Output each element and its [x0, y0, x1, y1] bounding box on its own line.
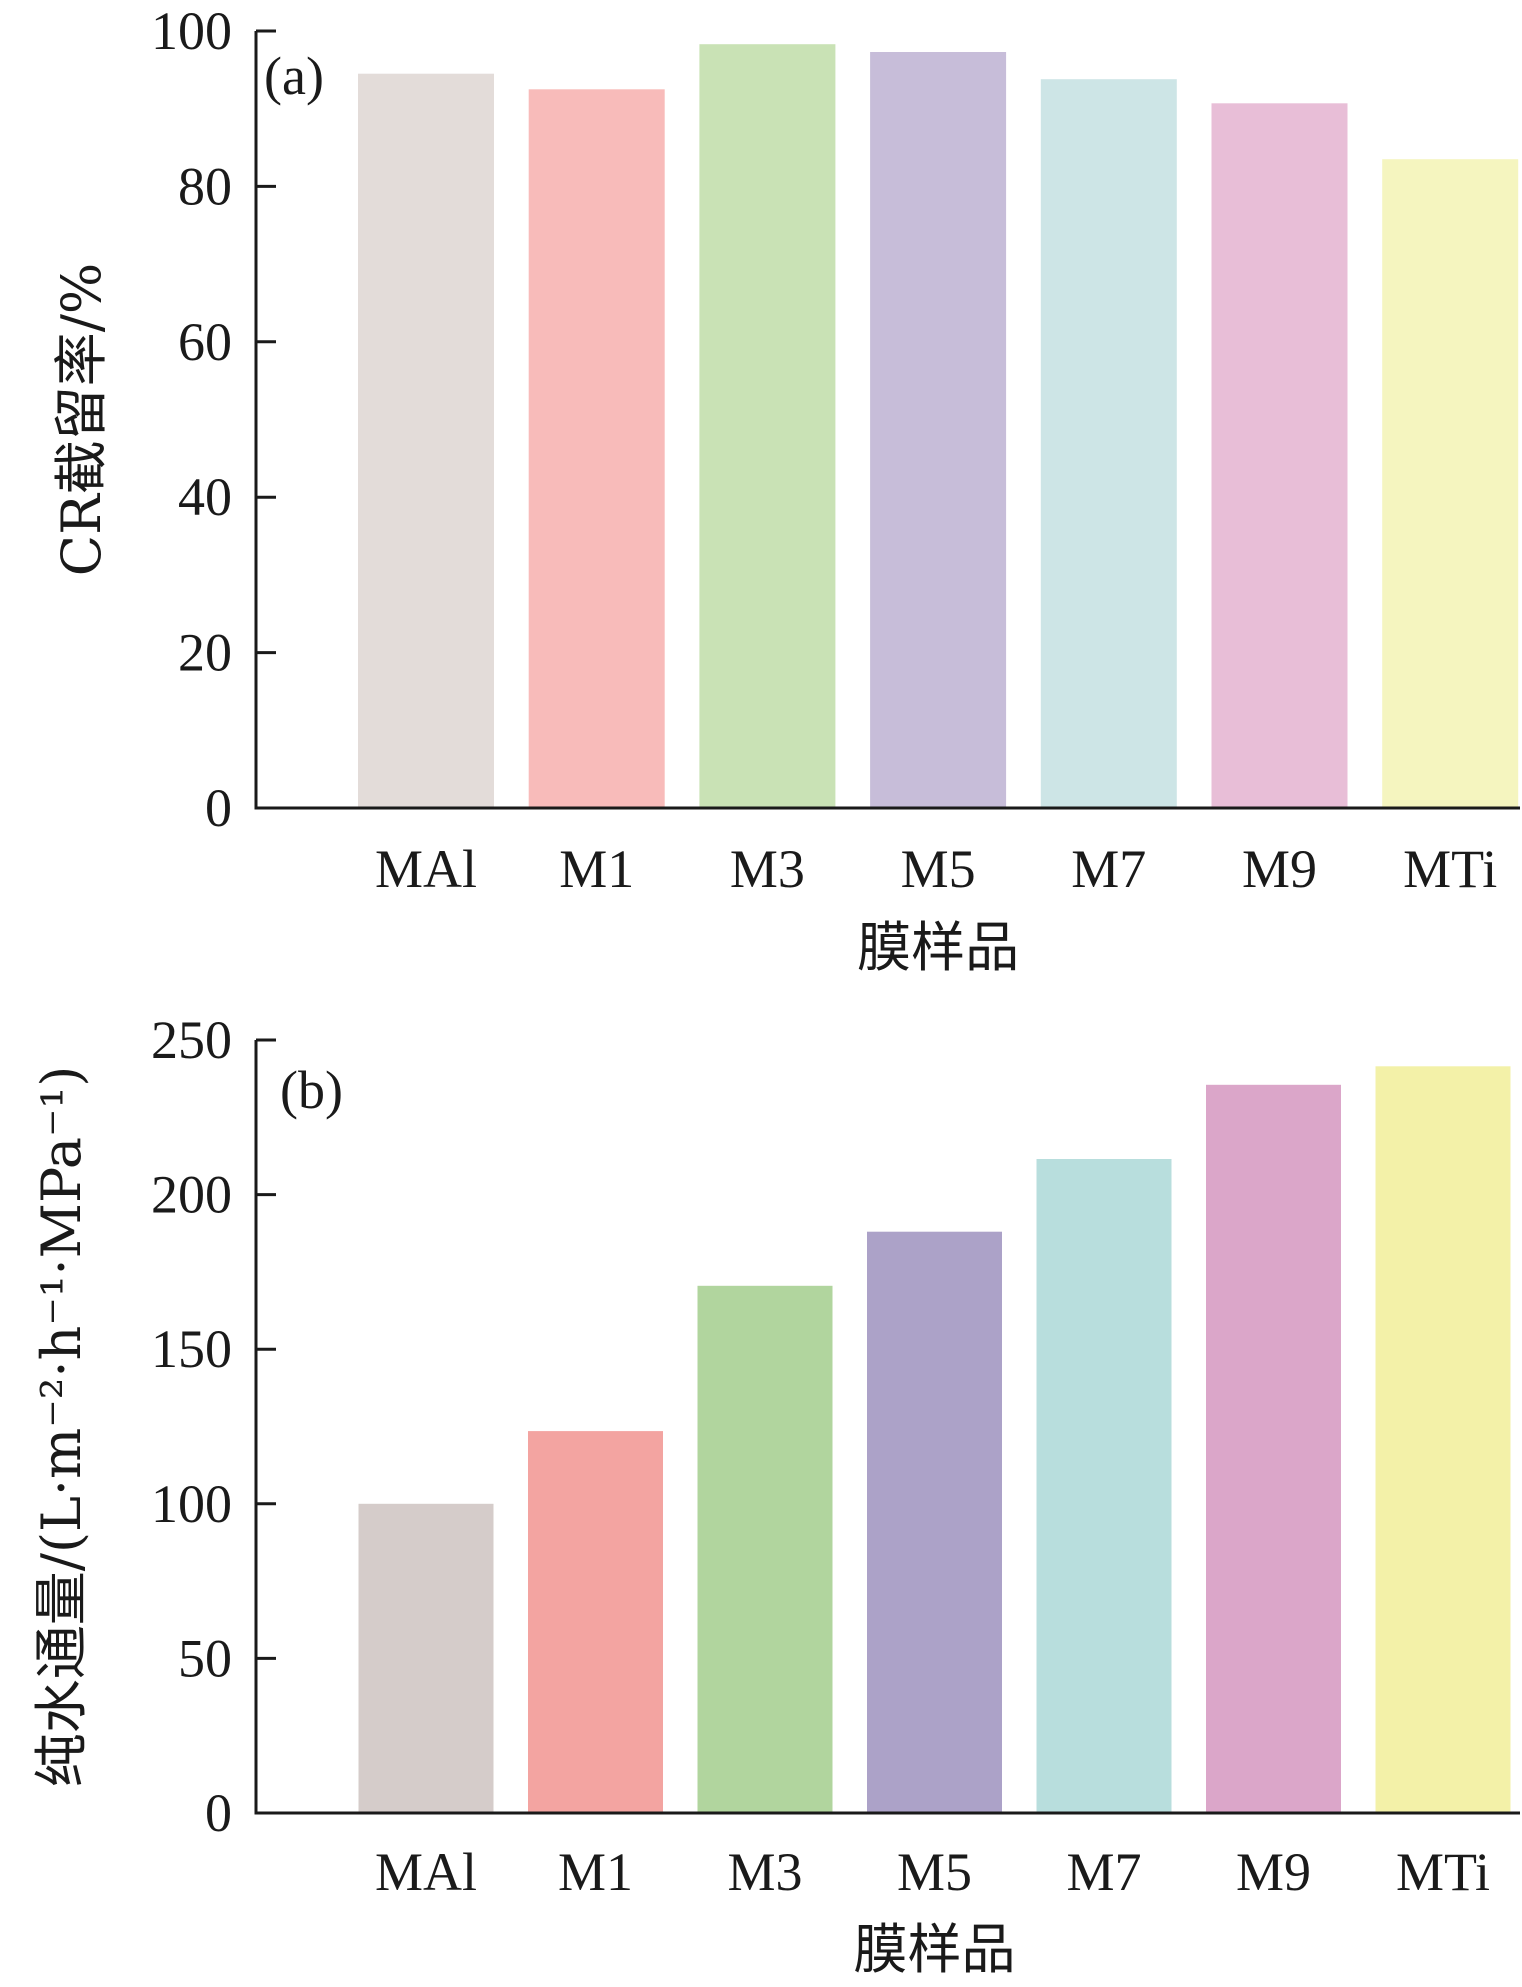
- y-axis-title-a: CR截留率/%: [50, 263, 113, 576]
- y-tick-label-a: 0: [205, 778, 232, 838]
- bar-m5-a: [870, 52, 1007, 808]
- x-category-label-b: M9: [1236, 1842, 1311, 1902]
- x-axis-title-a: 膜样品: [857, 916, 1019, 979]
- y-tick-label-b: 250: [151, 1010, 232, 1070]
- y-tick-group-a: 0 20 40 60 80 100: [151, 1, 276, 838]
- axis-lines-a: [254, 31, 1520, 810]
- x-category-label-a: M7: [1071, 839, 1146, 899]
- x-category-label-a: M5: [901, 839, 976, 899]
- y-tick-label-b: 100: [151, 1474, 232, 1534]
- bar-mti-a: [1382, 159, 1519, 808]
- y-tick-label-b: 0: [205, 1783, 232, 1843]
- bar-group-b: [358, 1066, 1511, 1813]
- x-category-group-b: MAl M1 M3 M5 M7 M9 MTi: [375, 1842, 1490, 1902]
- y-tick-label-a: 40: [178, 467, 232, 527]
- y-tick-label-a: 60: [178, 312, 232, 372]
- y-tick-label-b: 200: [151, 1165, 232, 1225]
- bar-m9-b: [1206, 1084, 1341, 1813]
- bar-m1-a: [528, 89, 665, 809]
- x-category-label-b: M7: [1066, 1842, 1141, 1902]
- x-category-label-a: M3: [730, 839, 805, 899]
- y-tick-label-a: 100: [151, 1, 232, 61]
- bar-group-a: [358, 44, 1519, 809]
- bar-m3-b: [697, 1285, 833, 1813]
- x-category-group-a: MAl M1 M3 M5 M7 M9 MTi: [375, 839, 1497, 899]
- bar-mal-a: [358, 73, 494, 808]
- x-category-label-b: M3: [727, 1842, 802, 1902]
- x-category-label-a: MAl: [375, 839, 477, 899]
- x-axis-title-b: 膜样品: [854, 1918, 1016, 1981]
- panel-label-b: (b): [280, 1060, 343, 1120]
- x-category-label-b: MTi: [1396, 1842, 1490, 1902]
- panel-label-a: (a): [264, 46, 324, 106]
- y-tick-label-b: 50: [178, 1628, 232, 1688]
- x-category-label-b: MAl: [375, 1842, 477, 1902]
- x-category-label-a: MTi: [1403, 839, 1497, 899]
- bar-mal-b: [358, 1503, 494, 1813]
- y-tick-label-a: 20: [178, 623, 232, 683]
- y-tick-group-b: 0 50 100 150 200 250: [151, 1010, 276, 1843]
- x-category-label-b: M5: [897, 1842, 972, 1902]
- bar-m5-b: [867, 1231, 1002, 1813]
- bar-mti-b: [1375, 1066, 1511, 1813]
- x-category-label-b: M1: [558, 1842, 633, 1902]
- bar-m7-a: [1040, 79, 1177, 808]
- bar-m7-b: [1036, 1159, 1172, 1813]
- bar-m9-a: [1211, 103, 1348, 809]
- chart-panel-a: 0 20 40 60 80 100 MAl M1 M3 M5 M7 M9 MTi (a) 膜样品 CR…: [50, 1, 1520, 979]
- axis-lines-b: [254, 1040, 1520, 1815]
- chart-panel-b: 0 50 100 150 200 250 MAl M1 M3 M5 M7 M9 MTi (b) 膜样品…: [30, 1010, 1520, 1981]
- x-category-label-a: M1: [559, 839, 634, 899]
- y-tick-label-b: 150: [151, 1319, 232, 1379]
- y-axis-title-b: 纯水通量/(L·m⁻²·h⁻¹·MPa⁻¹): [30, 1066, 93, 1788]
- y-tick-label-a: 80: [178, 156, 232, 216]
- bar-m1-b: [528, 1431, 663, 1813]
- x-category-label-a: M9: [1242, 839, 1317, 899]
- bar-m3-a: [699, 44, 836, 808]
